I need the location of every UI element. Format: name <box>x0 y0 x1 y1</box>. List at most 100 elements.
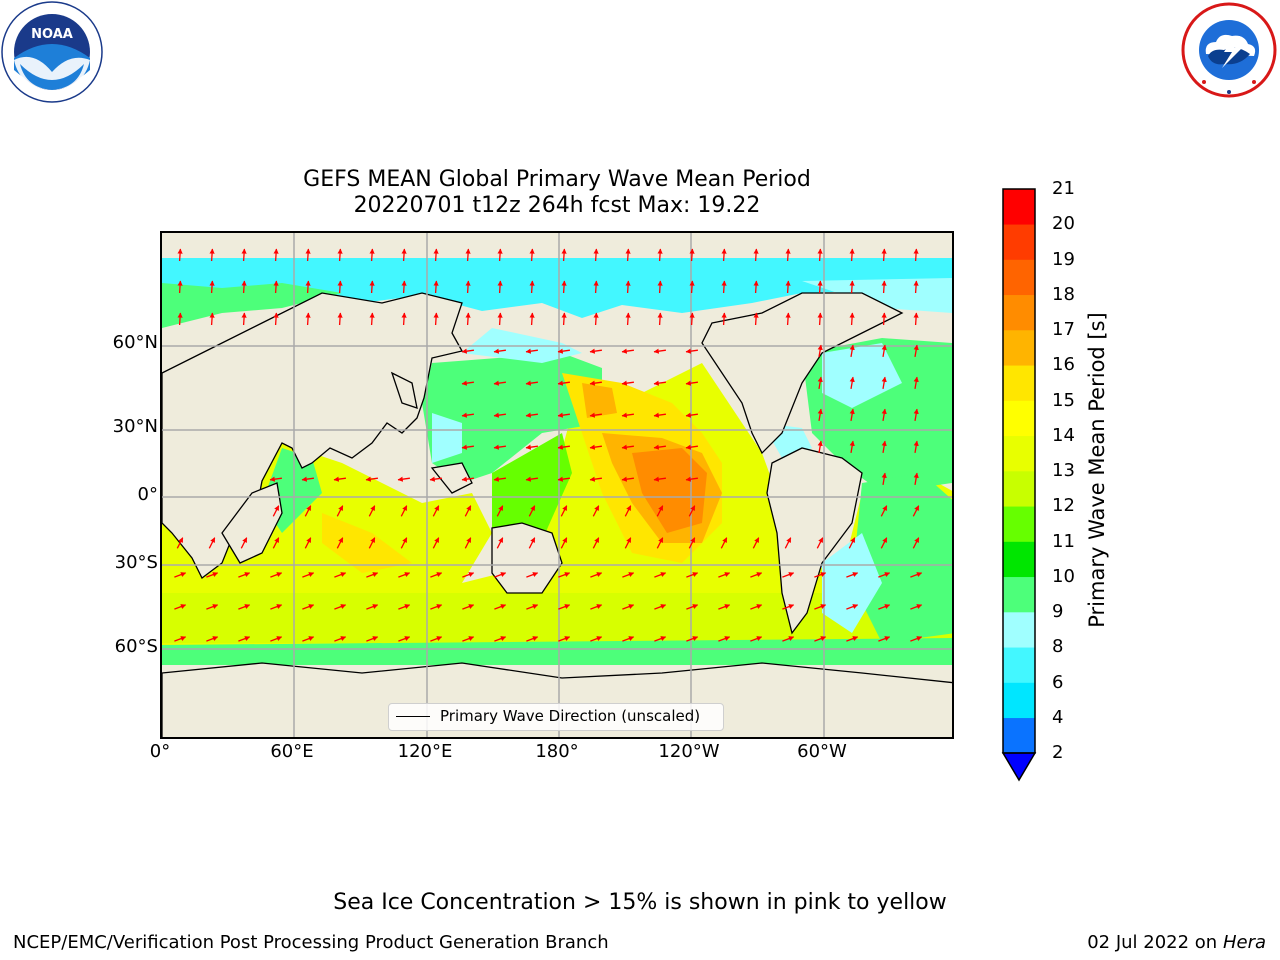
wave-direction-arrow <box>496 537 504 549</box>
wave-direction-arrow <box>878 572 891 578</box>
wave-direction-arrow <box>525 348 538 354</box>
wave-direction-arrow <box>493 380 506 386</box>
wave-direction-arrow <box>816 537 824 549</box>
wave-direction-arrow <box>592 505 600 517</box>
wave-direction-arrow <box>461 348 474 354</box>
wave-direction-arrow <box>654 604 667 610</box>
wave-direction-arrow <box>689 280 695 294</box>
wave-direction-arrow <box>529 312 535 326</box>
wave-direction-arrow <box>209 248 215 262</box>
lat-tick-30s: 30°S <box>114 552 158 573</box>
colorbar-swatch <box>1003 189 1035 225</box>
wave-direction-arrow <box>750 636 763 642</box>
wave-direction-arrow <box>590 604 603 610</box>
wave-direction-arrow <box>881 312 887 326</box>
wave-direction-arrow <box>461 444 474 450</box>
colorbar-frame <box>1002 188 1036 754</box>
wave-direction-arrow <box>753 248 759 262</box>
wave-direction-arrow <box>209 312 215 326</box>
wave-direction-arrow <box>910 604 923 610</box>
wave-direction-arrow <box>881 344 887 358</box>
wave-direction-arrow <box>525 412 538 418</box>
wave-direction-arrow <box>398 572 411 578</box>
footer-date: 02 Jul 2022 on Hera <box>1087 932 1266 953</box>
wave-direction-arrow <box>177 312 183 326</box>
colorbar-tick-label: 13 <box>1052 460 1075 481</box>
wave-direction-arrow <box>206 636 219 642</box>
wave-direction-arrow <box>878 636 891 642</box>
wave-direction-arrow <box>366 572 379 578</box>
wave-direction-arrow <box>432 505 440 517</box>
footer-date-text: 02 Jul 2022 on <box>1087 932 1223 953</box>
wave-direction-arrow <box>528 505 536 517</box>
wave-direction-arrow <box>593 248 599 262</box>
colorbar-swatches <box>1003 189 1035 754</box>
wave-direction-arrow <box>337 312 343 326</box>
wave-direction-arrow <box>846 572 859 578</box>
wave-direction-arrow <box>430 572 443 578</box>
lon-tick-180: 180° <box>535 741 579 762</box>
wave-direction-arrow <box>461 476 474 482</box>
wave-direction-arrow <box>817 312 823 326</box>
wave-direction-arrow <box>465 248 471 262</box>
ocean-fields <box>162 258 952 665</box>
wave-direction-arrow <box>337 280 343 294</box>
colorbar-swatch <box>1003 294 1035 331</box>
wave-direction-arrow <box>785 280 791 294</box>
wave-direction-arrow <box>624 505 632 517</box>
wave-direction-arrow <box>494 572 507 578</box>
wave-direction-arrow <box>464 505 472 517</box>
wave-direction-arrow <box>337 248 343 262</box>
wave-direction-arrow <box>302 604 315 610</box>
wave-direction-arrow <box>718 636 731 642</box>
wave-direction-arrow <box>496 505 504 517</box>
wave-direction-arrow <box>557 444 570 450</box>
wave-direction-arrow <box>881 280 887 294</box>
wave-direction-arrow <box>177 280 183 294</box>
lon-tick-60w: 60°W <box>797 741 847 762</box>
wave-direction-arrow <box>366 636 379 642</box>
wave-direction-arrow <box>625 248 631 262</box>
wave-direction-arrow <box>305 312 311 326</box>
wave-direction-arrow <box>817 408 823 422</box>
map-plot-area <box>160 231 954 739</box>
colorbar-swatch <box>1003 259 1035 296</box>
wave-direction-arrow <box>685 476 698 482</box>
colorbar-tick-label: 14 <box>1052 424 1075 446</box>
map-legend: Primary Wave Direction (unscaled) <box>388 703 724 731</box>
colorbar-tick-label: 18 <box>1052 283 1075 305</box>
wave-direction-arrow <box>653 444 666 450</box>
wave-direction-arrow <box>177 248 183 262</box>
wave-direction-arrow <box>654 572 667 578</box>
wave-direction-arrow <box>464 537 472 549</box>
wave-direction-arrow <box>913 376 919 390</box>
wave-direction-arrow <box>241 248 247 262</box>
colorbar-swatch <box>1003 717 1035 754</box>
wave-direction-arrow <box>462 572 475 578</box>
wave-direction-arrow <box>369 312 375 326</box>
colorbar-swatch <box>1003 365 1035 401</box>
wave-direction-arrow <box>913 312 919 326</box>
wave-direction-arrow <box>241 312 247 326</box>
wave-direction-arrow <box>817 280 823 294</box>
wave-direction-arrow <box>174 572 187 578</box>
wave-direction-arrow <box>654 636 667 642</box>
wave-direction-arrow <box>848 537 856 549</box>
colorbar-swatch <box>1003 435 1035 472</box>
wave-direction-arrow <box>846 636 859 642</box>
colorbar-tick-label: 4 <box>1052 706 1064 728</box>
colorbar-swatch <box>1003 682 1035 719</box>
wave-direction-arrow <box>817 248 823 262</box>
wave-direction-arrow <box>846 604 859 610</box>
colorbar-tick-label: 10 <box>1052 565 1075 587</box>
wave-direction-arrow <box>209 280 215 294</box>
wave-direction-arrow <box>718 604 731 610</box>
wave-direction-arrow <box>785 312 791 326</box>
wave-direction-arrow <box>334 636 347 642</box>
wave-direction-arrow <box>529 280 535 294</box>
colorbar-tick-label: 9 <box>1052 601 1064 622</box>
noaa-logo: NOAA <box>0 0 104 104</box>
wave-direction-arrow <box>558 572 571 578</box>
wave-direction-arrow <box>302 572 315 578</box>
wave-direction-arrow <box>400 537 408 549</box>
